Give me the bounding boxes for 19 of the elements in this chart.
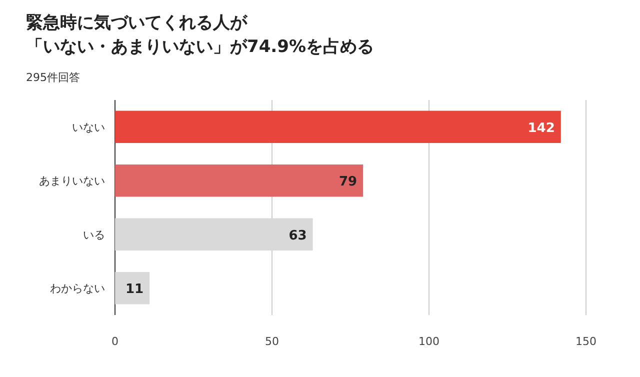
x-tick-label: 100 — [418, 335, 440, 348]
bar — [115, 110, 561, 143]
x-tick-label: 150 — [576, 335, 596, 348]
data-label: 79 — [338, 174, 358, 190]
y-tick-label: あまりいない — [39, 174, 105, 188]
data-label: 142 — [528, 120, 555, 136]
x-tick-label: 50 — [265, 335, 279, 348]
y-tick-label: いる — [83, 228, 105, 242]
data-label: 63 — [288, 228, 307, 244]
chart-title: 緊急時に気づいてくれる人が — [26, 13, 248, 33]
bar — [115, 218, 313, 250]
chart-subtitle: 「いない・あまりいない」が74.9%を占める — [26, 37, 374, 57]
bar — [115, 164, 364, 197]
text: 295件回答 — [26, 71, 80, 84]
x-tick-label: 0 — [112, 335, 118, 348]
bar — [115, 272, 150, 304]
data-label: 11 — [125, 282, 144, 298]
y-tick-label: いない — [72, 120, 105, 134]
y-tick-label: わからない — [50, 282, 105, 296]
